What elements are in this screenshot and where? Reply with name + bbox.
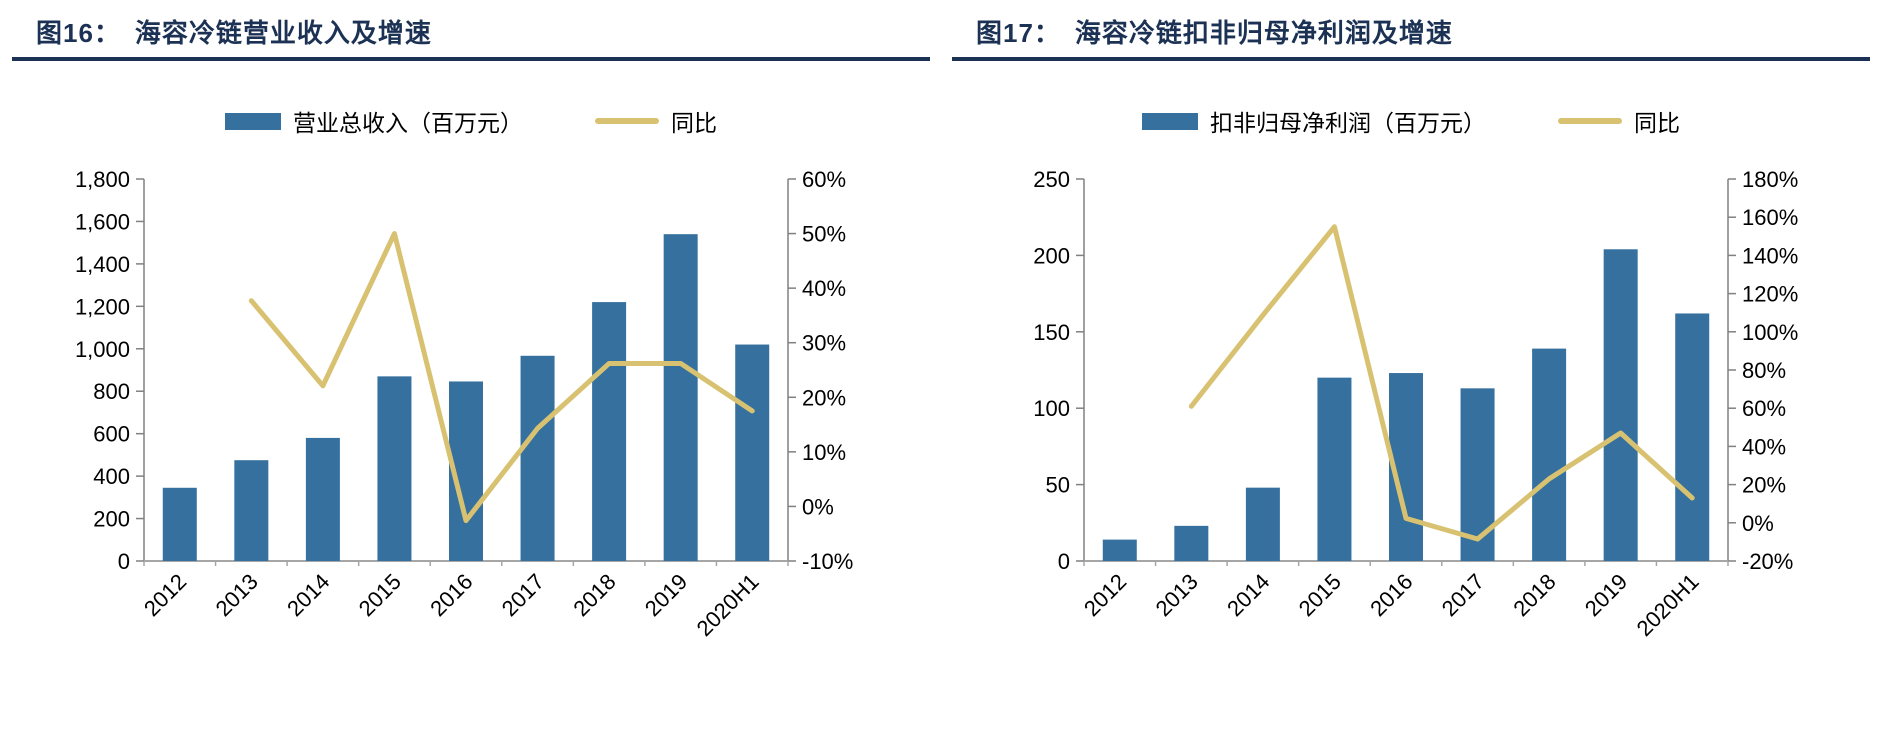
x-axis-label: 2012 [1079, 569, 1131, 621]
chart-panel-profit: 图17： 海容冷链扣非归母净利润及增速 扣非归母净利润（百万元） 同比 250 20… [940, 0, 1880, 748]
y-axis-left-label: 0 [118, 549, 130, 574]
y-axis-left-label: 1,000 [75, 337, 130, 362]
chart-title-text: 海容冷链扣非归母净利润及增速 [1074, 18, 1453, 48]
chart-title-text: 海容冷链营业收入及增速 [134, 18, 432, 48]
bar [1102, 539, 1137, 561]
revenue-bar-line-chart: 1,800 1,600 1,400 1,200 1,000 800 600 400 200 0 60… [75, 167, 853, 641]
y-axis-left-label: 1,200 [75, 294, 130, 319]
y-axis-right-label: -10% [802, 549, 853, 574]
y-axis-right-label: 180% [1742, 167, 1798, 192]
legend-item-bars: 扣非归母净利润（百万元） [1142, 104, 1486, 138]
bar-legend-label: 营业总收入（百万元） [293, 110, 523, 136]
line-legend-label: 同比 [671, 110, 717, 136]
legend-item-line: 同比 [1558, 104, 1680, 138]
x-axis-label: 2013 [1151, 569, 1203, 621]
bar-legend-swatch-icon [1142, 112, 1198, 130]
x-axis-label: 2020H1 [692, 569, 764, 641]
bar [377, 376, 412, 561]
y-axis-right-label: 120% [1742, 282, 1798, 307]
y-axis-right-label: -20% [1742, 549, 1793, 574]
x-axis-label: 2012 [139, 569, 191, 621]
x-axis-label: 2017 [497, 569, 549, 621]
chart-legend: 营业总收入（百万元） 同比 [12, 104, 930, 138]
bar [1603, 249, 1638, 561]
y-axis-left-label: 50 [1046, 473, 1070, 498]
chart-panel-revenue: 图16： 海容冷链营业收入及增速 营业总收入（百万元） 同比 1,800 1,600… [0, 0, 940, 748]
y-axis-right-label: 80% [1742, 358, 1786, 383]
y-axis-left-label: 150 [1033, 320, 1070, 345]
chart-title-profit: 图17： 海容冷链扣非归母净利润及增速 [976, 16, 1870, 50]
bar [305, 437, 340, 561]
bar [520, 355, 555, 561]
y-axis-left-label: 1,600 [75, 209, 130, 234]
x-axis-label: 2016 [425, 569, 477, 621]
chart-title-revenue: 图16： 海容冷链营业收入及增速 [36, 16, 930, 50]
x-axis-label: 2014 [1222, 569, 1274, 621]
y-axis-left-label: 0 [1058, 549, 1070, 574]
y-axis-left-label: 250 [1033, 167, 1070, 192]
bar [735, 344, 770, 561]
x-axis-label: 2015 [354, 569, 406, 621]
y-axis-right-label: 20% [1742, 473, 1786, 498]
bar [1245, 487, 1280, 561]
trend-line [1188, 224, 1695, 542]
y-axis-right-label: 50% [802, 222, 846, 247]
y-axis-left-label: 400 [93, 464, 130, 489]
x-axis-label: 2018 [1508, 569, 1560, 621]
y-axis-right-label: 60% [802, 167, 846, 192]
chart-title-prefix: 图16： [36, 18, 121, 48]
legend-item-bars: 营业总收入（百万元） [225, 104, 523, 138]
x-axis-label: 2015 [1294, 569, 1346, 621]
y-axis-left-label: 200 [1033, 243, 1070, 268]
y-axis-right-label: 40% [1742, 434, 1786, 459]
y-axis-right-label: 100% [1742, 320, 1798, 345]
y-axis-right-label: 20% [802, 385, 846, 410]
y-axis-right-label: 60% [1742, 396, 1786, 421]
line-legend-swatch-icon [595, 118, 659, 124]
y-axis-right-label: 40% [802, 276, 846, 301]
chart-legend: 扣非归母净利润（百万元） 同比 [952, 104, 1870, 138]
y-axis-right-label: 30% [802, 331, 846, 356]
x-axis-label: 2014 [282, 569, 334, 621]
title-underline [952, 57, 1870, 61]
y-axis-right-label: 10% [802, 440, 846, 465]
bar [162, 487, 197, 561]
bar [1532, 348, 1567, 561]
y-axis-left-label: 1,800 [75, 167, 130, 192]
bar [663, 234, 698, 561]
profit-bar-line-chart: 250 200 150 100 50 0 180% 160% 140% 120% 100% 80% 60… [1033, 167, 1798, 641]
bar-legend-label: 扣非归母净利润（百万元） [1210, 110, 1486, 136]
x-axis-label: 2013 [211, 569, 263, 621]
chart-title-prefix: 图17： [976, 18, 1061, 48]
y-axis-right-label: 160% [1742, 205, 1798, 230]
y-axis-right-label: 0% [802, 494, 834, 519]
bar [1675, 313, 1710, 561]
legend-item-line: 同比 [595, 104, 717, 138]
x-axis-label: 2020H1 [1632, 569, 1704, 641]
x-axis-label: 2017 [1437, 569, 1489, 621]
bar [1317, 377, 1352, 561]
line-legend-swatch-icon [1558, 118, 1622, 124]
y-axis-left-label: 600 [93, 422, 130, 447]
bar [1174, 525, 1209, 561]
y-axis-left-label: 1,400 [75, 252, 130, 277]
bar-legend-swatch-icon [225, 112, 281, 130]
x-axis-label: 2019 [640, 569, 692, 621]
y-axis-left-label: 100 [1033, 396, 1070, 421]
bar [592, 302, 627, 561]
y-axis-left-label: 200 [93, 507, 130, 532]
x-axis-label: 2019 [1580, 569, 1632, 621]
x-axis-label: 2016 [1365, 569, 1417, 621]
y-axis-right-label: 0% [1742, 511, 1774, 536]
line-legend-label: 同比 [1634, 110, 1680, 136]
trend-line [248, 231, 755, 524]
x-axis-label: 2018 [568, 569, 620, 621]
y-axis-right-label: 140% [1742, 243, 1798, 268]
y-axis-left-label: 800 [93, 379, 130, 404]
bar [234, 460, 269, 561]
title-underline [12, 57, 930, 61]
